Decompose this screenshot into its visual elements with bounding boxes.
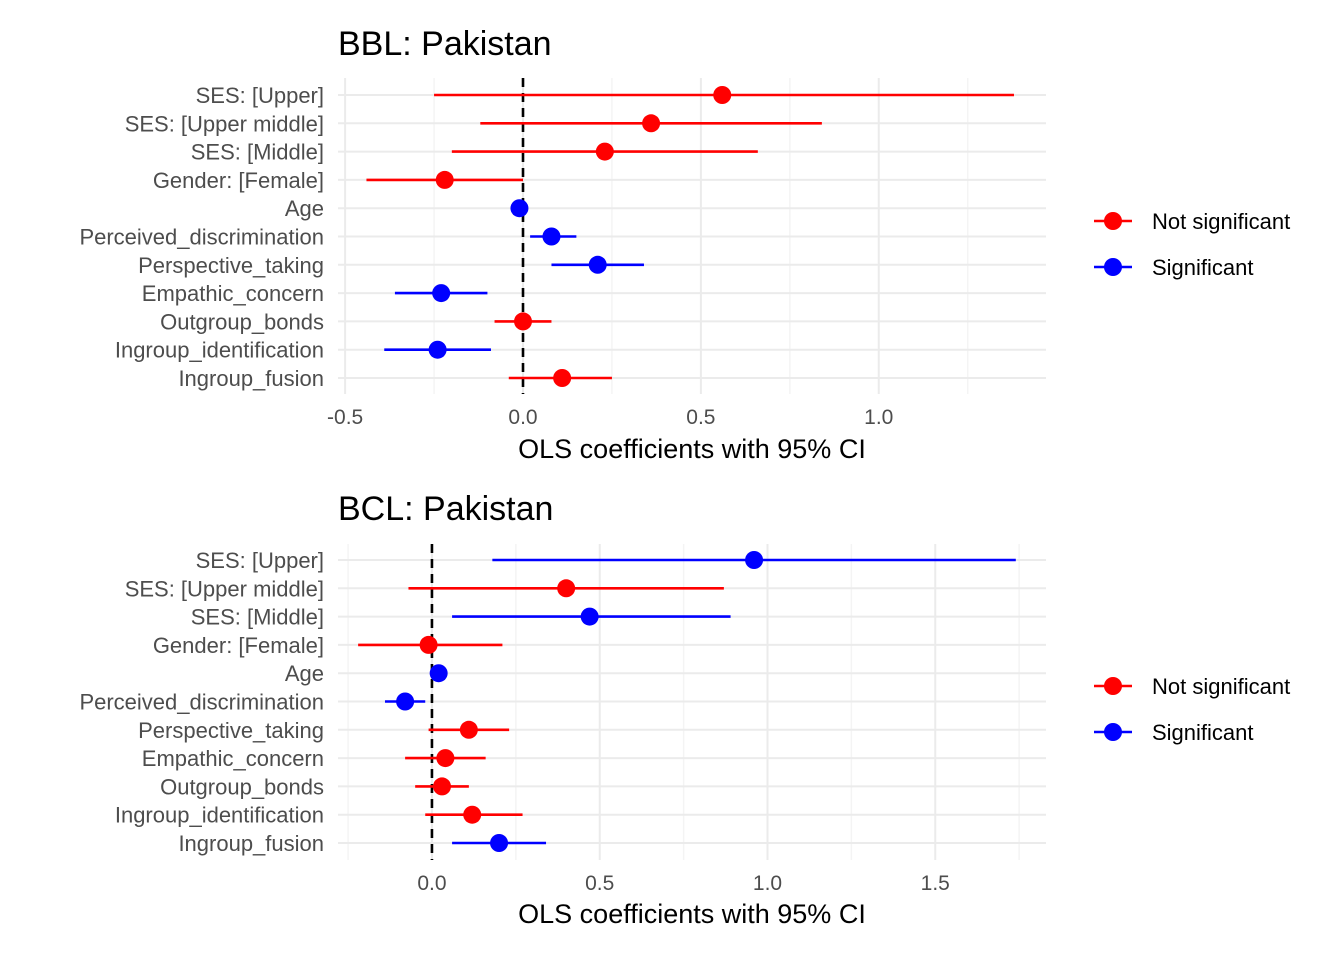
y-tick-label: Perceived_discrimination xyxy=(79,690,324,715)
marks xyxy=(358,551,1016,852)
y-tick-label: Ingroup_identification xyxy=(115,338,324,363)
grid xyxy=(338,544,1046,860)
y-tick-label: Ingroup_fusion xyxy=(178,831,324,856)
legend-label: Not significant xyxy=(1152,674,1290,699)
x-tick-label: 0.0 xyxy=(508,406,537,429)
estimate-point-age xyxy=(510,199,529,218)
legend-label: Significant xyxy=(1152,255,1254,280)
estimate-point-ses-upper-middle xyxy=(557,579,576,598)
x-axis: 0.0 0.5 1.0 1.5 xyxy=(417,872,950,895)
y-tick-label: Perspective_taking xyxy=(138,718,324,743)
estimate-point-ses-middle xyxy=(580,607,599,626)
estimate-point-gender-female xyxy=(435,170,454,189)
x-tick-label: 1.0 xyxy=(864,406,893,429)
x-axis: -0.5 0.0 0.5 1.0 xyxy=(327,406,893,429)
legend-label: Not significant xyxy=(1152,209,1290,234)
panel-title: BBL: Pakistan xyxy=(338,25,552,63)
estimate-point-ses-upper xyxy=(745,551,764,569)
y-tick-label: SES: [Upper] xyxy=(196,548,324,573)
x-tick-label: 0.0 xyxy=(417,872,446,895)
legend-key xyxy=(1104,723,1122,741)
y-tick-label: Ingroup_fusion xyxy=(178,366,324,391)
x-tick-label: 1.0 xyxy=(753,872,782,895)
estimate-point-ses-middle xyxy=(595,142,614,161)
estimate-point-age xyxy=(429,664,448,683)
y-tick-label: SES: [Upper] xyxy=(196,83,324,108)
y-tick-label: Age xyxy=(285,661,324,686)
y-tick-label: SES: [Middle] xyxy=(191,605,324,630)
y-tick-label: SES: [Middle] xyxy=(191,140,324,165)
y-tick-label: Age xyxy=(285,196,324,221)
y-tick-label: SES: [Upper middle] xyxy=(125,576,324,601)
estimate-point-outgroup-bonds xyxy=(433,777,452,796)
y-tick-label: SES: [Upper middle] xyxy=(125,111,324,136)
x-tick-label: 0.5 xyxy=(585,872,614,895)
panel-title: BCL: Pakistan xyxy=(338,490,553,528)
marks xyxy=(366,86,1014,387)
legend: Not significant Significant xyxy=(1094,674,1290,745)
estimate-point-perspective-taking xyxy=(459,720,478,739)
y-tick-label: Gender: [Female] xyxy=(153,633,324,658)
y-tick-label: Outgroup_bonds xyxy=(160,309,324,334)
estimate-point-perspective-taking xyxy=(588,255,607,274)
x-axis-label: OLS coefficients with 95% CI xyxy=(518,899,866,929)
estimate-point-ingroup-identification xyxy=(463,805,482,824)
legend-key xyxy=(1104,258,1122,276)
bcl-panel: BCL: Pakistan SES: [Upper] SES: [Upper mi… xyxy=(79,490,1290,929)
legend-key xyxy=(1104,212,1122,230)
legend-label: Significant xyxy=(1152,720,1254,745)
x-tick-label: 0.5 xyxy=(686,406,715,429)
y-tick-label: Empathic_concern xyxy=(142,281,324,306)
legend: Not significant Significant xyxy=(1094,209,1290,280)
y-axis: SES: [Upper] SES: [Upper middle] SES: [Mid… xyxy=(79,548,324,856)
y-tick-label: Ingroup_identification xyxy=(115,803,324,828)
estimate-point-perceived-discrimination xyxy=(542,227,561,246)
estimate-point-ingroup-identification xyxy=(428,340,447,359)
estimate-point-ingroup-fusion xyxy=(490,834,509,852)
y-tick-label: Perceived_discrimination xyxy=(79,225,324,250)
x-axis-label: OLS coefficients with 95% CI xyxy=(518,434,866,464)
x-tick-label: -0.5 xyxy=(327,406,363,429)
estimate-point-ses-upper xyxy=(713,86,732,104)
estimate-point-outgroup-bonds xyxy=(514,312,533,331)
y-tick-label: Outgroup_bonds xyxy=(160,774,324,799)
estimate-point-empathic-concern xyxy=(432,284,451,303)
x-tick-label: 1.5 xyxy=(921,872,950,895)
estimate-point-perceived-discrimination xyxy=(396,692,415,711)
estimate-point-empathic-concern xyxy=(436,749,455,768)
estimate-point-ses-upper-middle xyxy=(642,114,661,133)
y-axis: SES: [Upper] SES: [Upper middle] SES: [Mid… xyxy=(79,83,324,391)
y-tick-label: Perspective_taking xyxy=(138,253,324,278)
y-tick-label: Empathic_concern xyxy=(142,746,324,771)
estimate-point-ingroup-fusion xyxy=(553,369,572,387)
y-tick-label: Gender: [Female] xyxy=(153,168,324,193)
bbl-panel: BBL: Pakistan SES: [Upper] SES: [Upper mi… xyxy=(79,25,1290,464)
legend-key xyxy=(1104,677,1122,695)
estimate-point-gender-female xyxy=(419,635,438,654)
